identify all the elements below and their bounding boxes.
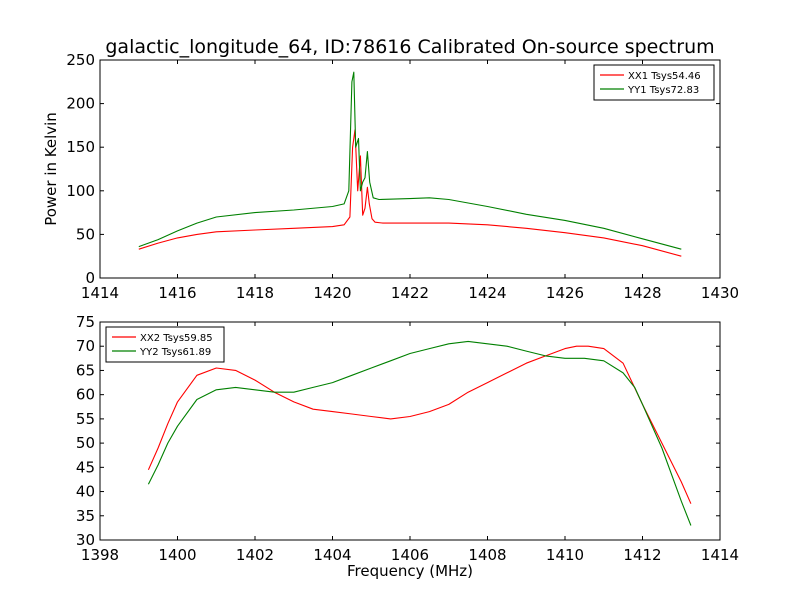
x-tick-label: 1418 (236, 284, 274, 302)
legend-label-1: XX1 Tsys54.46 (628, 71, 701, 82)
legend-box (593, 64, 715, 101)
y-tick-label: 30 (76, 531, 95, 549)
x-tick-label: 1402 (236, 546, 274, 564)
bottom-panel: 1398 1400 1402 1404 1406 1408 1410 1412 1414 30 35… (76, 313, 739, 564)
x-tick-label: 1420 (313, 284, 351, 302)
x-tick-label: 1424 (468, 284, 506, 302)
y-tick-label: 40 (76, 483, 95, 501)
x-tick-label: 1400 (158, 546, 196, 564)
x-tick-label: 1410 (546, 546, 584, 564)
chart-title: galactic_longitude_64, ID:78616 Calibrat… (105, 36, 714, 58)
y-tick-label: 0 (85, 269, 95, 287)
y-tick-label: 150 (66, 138, 95, 156)
x-tick-label: 1414 (81, 284, 119, 302)
top-panel: 1414 1416 1418 1420 1422 1424 1426 1428 1430 0 50 1… (66, 51, 739, 302)
y-tick-label: 45 (76, 458, 95, 476)
series-line-2 (138, 71, 682, 250)
y-tick-label: 70 (76, 337, 95, 355)
x-tick-label: 1408 (468, 546, 506, 564)
y-tick-label: 50 (76, 225, 95, 243)
series-line-2 (147, 340, 692, 526)
legend-label-1: XX2 Tsys59.85 (140, 333, 213, 344)
x-tick-label: 1426 (546, 284, 584, 302)
x-tick-label: 1398 (81, 546, 119, 564)
x-tick-label: 1414 (701, 546, 739, 564)
series-line-1 (138, 129, 682, 257)
y-tick-label: 75 (76, 313, 95, 331)
series-line-1 (147, 345, 692, 504)
x-tick-label: 1412 (623, 546, 661, 564)
legend-label-2: YY2 Tsys61.89 (139, 347, 211, 358)
top-y-axis-label: Power in Kelvin (42, 112, 60, 226)
y-tick-label: 200 (66, 95, 95, 113)
x-tick-label: 1422 (391, 284, 429, 302)
y-tick-label: 55 (76, 410, 95, 428)
bottom-x-axis-label: Frequency (MHz) (347, 562, 473, 580)
y-tick-label: 35 (76, 507, 95, 525)
y-tick-label: 250 (66, 51, 95, 69)
y-tick-label: 60 (76, 386, 95, 404)
y-tick-label: 100 (66, 182, 95, 200)
x-tick-label: 1406 (391, 546, 429, 564)
y-tick-label: 65 (76, 361, 95, 379)
x-tick-label: 1428 (623, 284, 661, 302)
legend-label-2: YY1 Tsys72.83 (627, 85, 699, 96)
x-tick-label: 1416 (158, 284, 196, 302)
x-tick-label: 1404 (313, 546, 351, 564)
y-tick-label: 50 (76, 434, 95, 452)
x-tick-label: 1430 (701, 284, 739, 302)
legend-box (105, 326, 225, 363)
